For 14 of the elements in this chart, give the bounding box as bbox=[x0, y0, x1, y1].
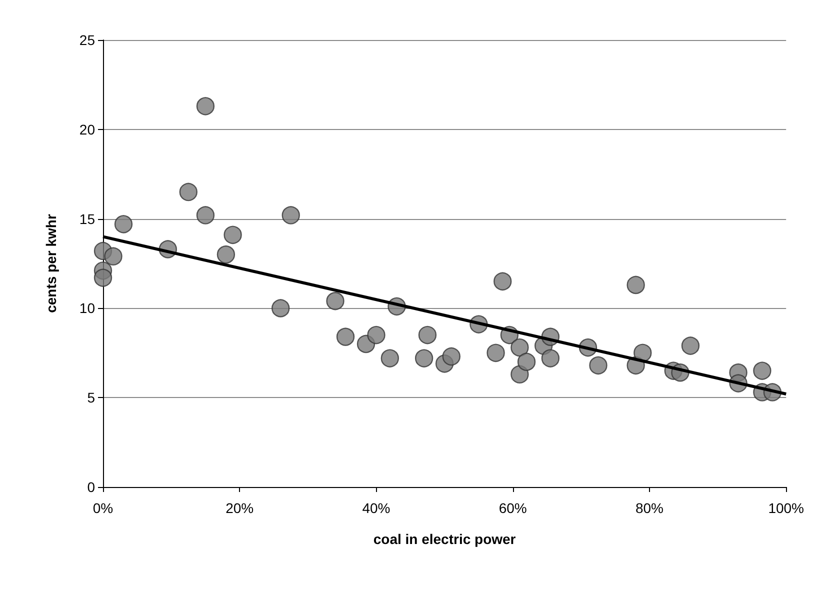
y-tick-label: 0 bbox=[87, 479, 96, 495]
y-tick-label: 25 bbox=[79, 32, 96, 48]
y-tick-label: 20 bbox=[79, 121, 96, 138]
y-tick-label: 10 bbox=[79, 300, 96, 316]
x-tick-label: 80% bbox=[635, 500, 664, 516]
x-axis-title: coal in electric power bbox=[373, 531, 516, 547]
x-tick-label: 0% bbox=[92, 500, 114, 516]
x-tick-label: 40% bbox=[362, 500, 390, 516]
y-tick-label: 5 bbox=[87, 390, 96, 406]
y-tick-label: 15 bbox=[79, 210, 96, 227]
x-tick-label: 60% bbox=[498, 500, 527, 516]
x-tick-label: 100% bbox=[768, 500, 804, 516]
x-tick-label: 20% bbox=[226, 500, 254, 516]
y-axis-title: cents per kwhr bbox=[43, 214, 59, 313]
